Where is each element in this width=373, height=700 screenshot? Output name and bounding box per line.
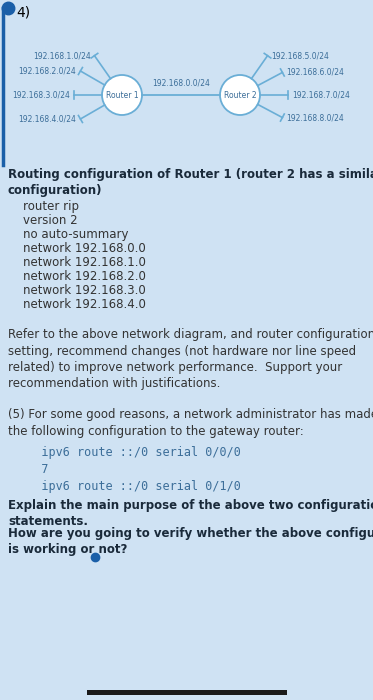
Text: network 192.168.0.0: network 192.168.0.0: [8, 242, 146, 255]
Text: router rip: router rip: [8, 200, 79, 213]
Text: 4): 4): [16, 5, 30, 19]
Text: Explain the main purpose of the above two configuration
statements.: Explain the main purpose of the above tw…: [8, 499, 373, 528]
Text: 192.168.2.0/24: 192.168.2.0/24: [19, 66, 76, 76]
Circle shape: [220, 75, 260, 115]
Text: version 2: version 2: [8, 214, 78, 227]
Text: network 192.168.3.0: network 192.168.3.0: [8, 284, 146, 297]
Text: How are you going to verify whether the above configuration
is working or not?: How are you going to verify whether the …: [8, 527, 373, 556]
FancyBboxPatch shape: [87, 690, 286, 695]
Text: 192.168.5.0/24: 192.168.5.0/24: [272, 51, 329, 60]
Circle shape: [102, 75, 142, 115]
Text: Router 2: Router 2: [224, 90, 256, 99]
Text: 192.168.7.0/24: 192.168.7.0/24: [292, 90, 350, 99]
Text: 192.168.1.0/24: 192.168.1.0/24: [33, 51, 91, 60]
Text: Routing configuration of Router 1 (router 2 has a similar
configuration): Routing configuration of Router 1 (route…: [8, 168, 373, 197]
Text: network 192.168.2.0: network 192.168.2.0: [8, 270, 146, 283]
Text: 7: 7: [20, 463, 48, 476]
Text: ipv6 route ::/0 serial 0/0/0: ipv6 route ::/0 serial 0/0/0: [20, 446, 241, 459]
Text: network 192.168.4.0: network 192.168.4.0: [8, 298, 146, 311]
Text: ipv6 route ::/0 serial 0/1/0: ipv6 route ::/0 serial 0/1/0: [20, 480, 241, 493]
Text: Router 1: Router 1: [106, 90, 138, 99]
Text: 192.168.6.0/24: 192.168.6.0/24: [286, 68, 344, 77]
Text: network 192.168.1.0: network 192.168.1.0: [8, 256, 146, 269]
Text: Refer to the above network diagram, and router configuration
setting, recommend : Refer to the above network diagram, and …: [8, 328, 373, 391]
Text: 192.168.4.0/24: 192.168.4.0/24: [19, 115, 76, 123]
Text: 192.168.3.0/24: 192.168.3.0/24: [12, 90, 70, 99]
Text: (5) For some good reasons, a network administrator has made
the following config: (5) For some good reasons, a network adm…: [8, 408, 373, 438]
Text: 192.168.0.0/24: 192.168.0.0/24: [152, 78, 210, 87]
Text: no auto-summary: no auto-summary: [8, 228, 129, 241]
Text: 192.168.8.0/24: 192.168.8.0/24: [286, 113, 344, 122]
